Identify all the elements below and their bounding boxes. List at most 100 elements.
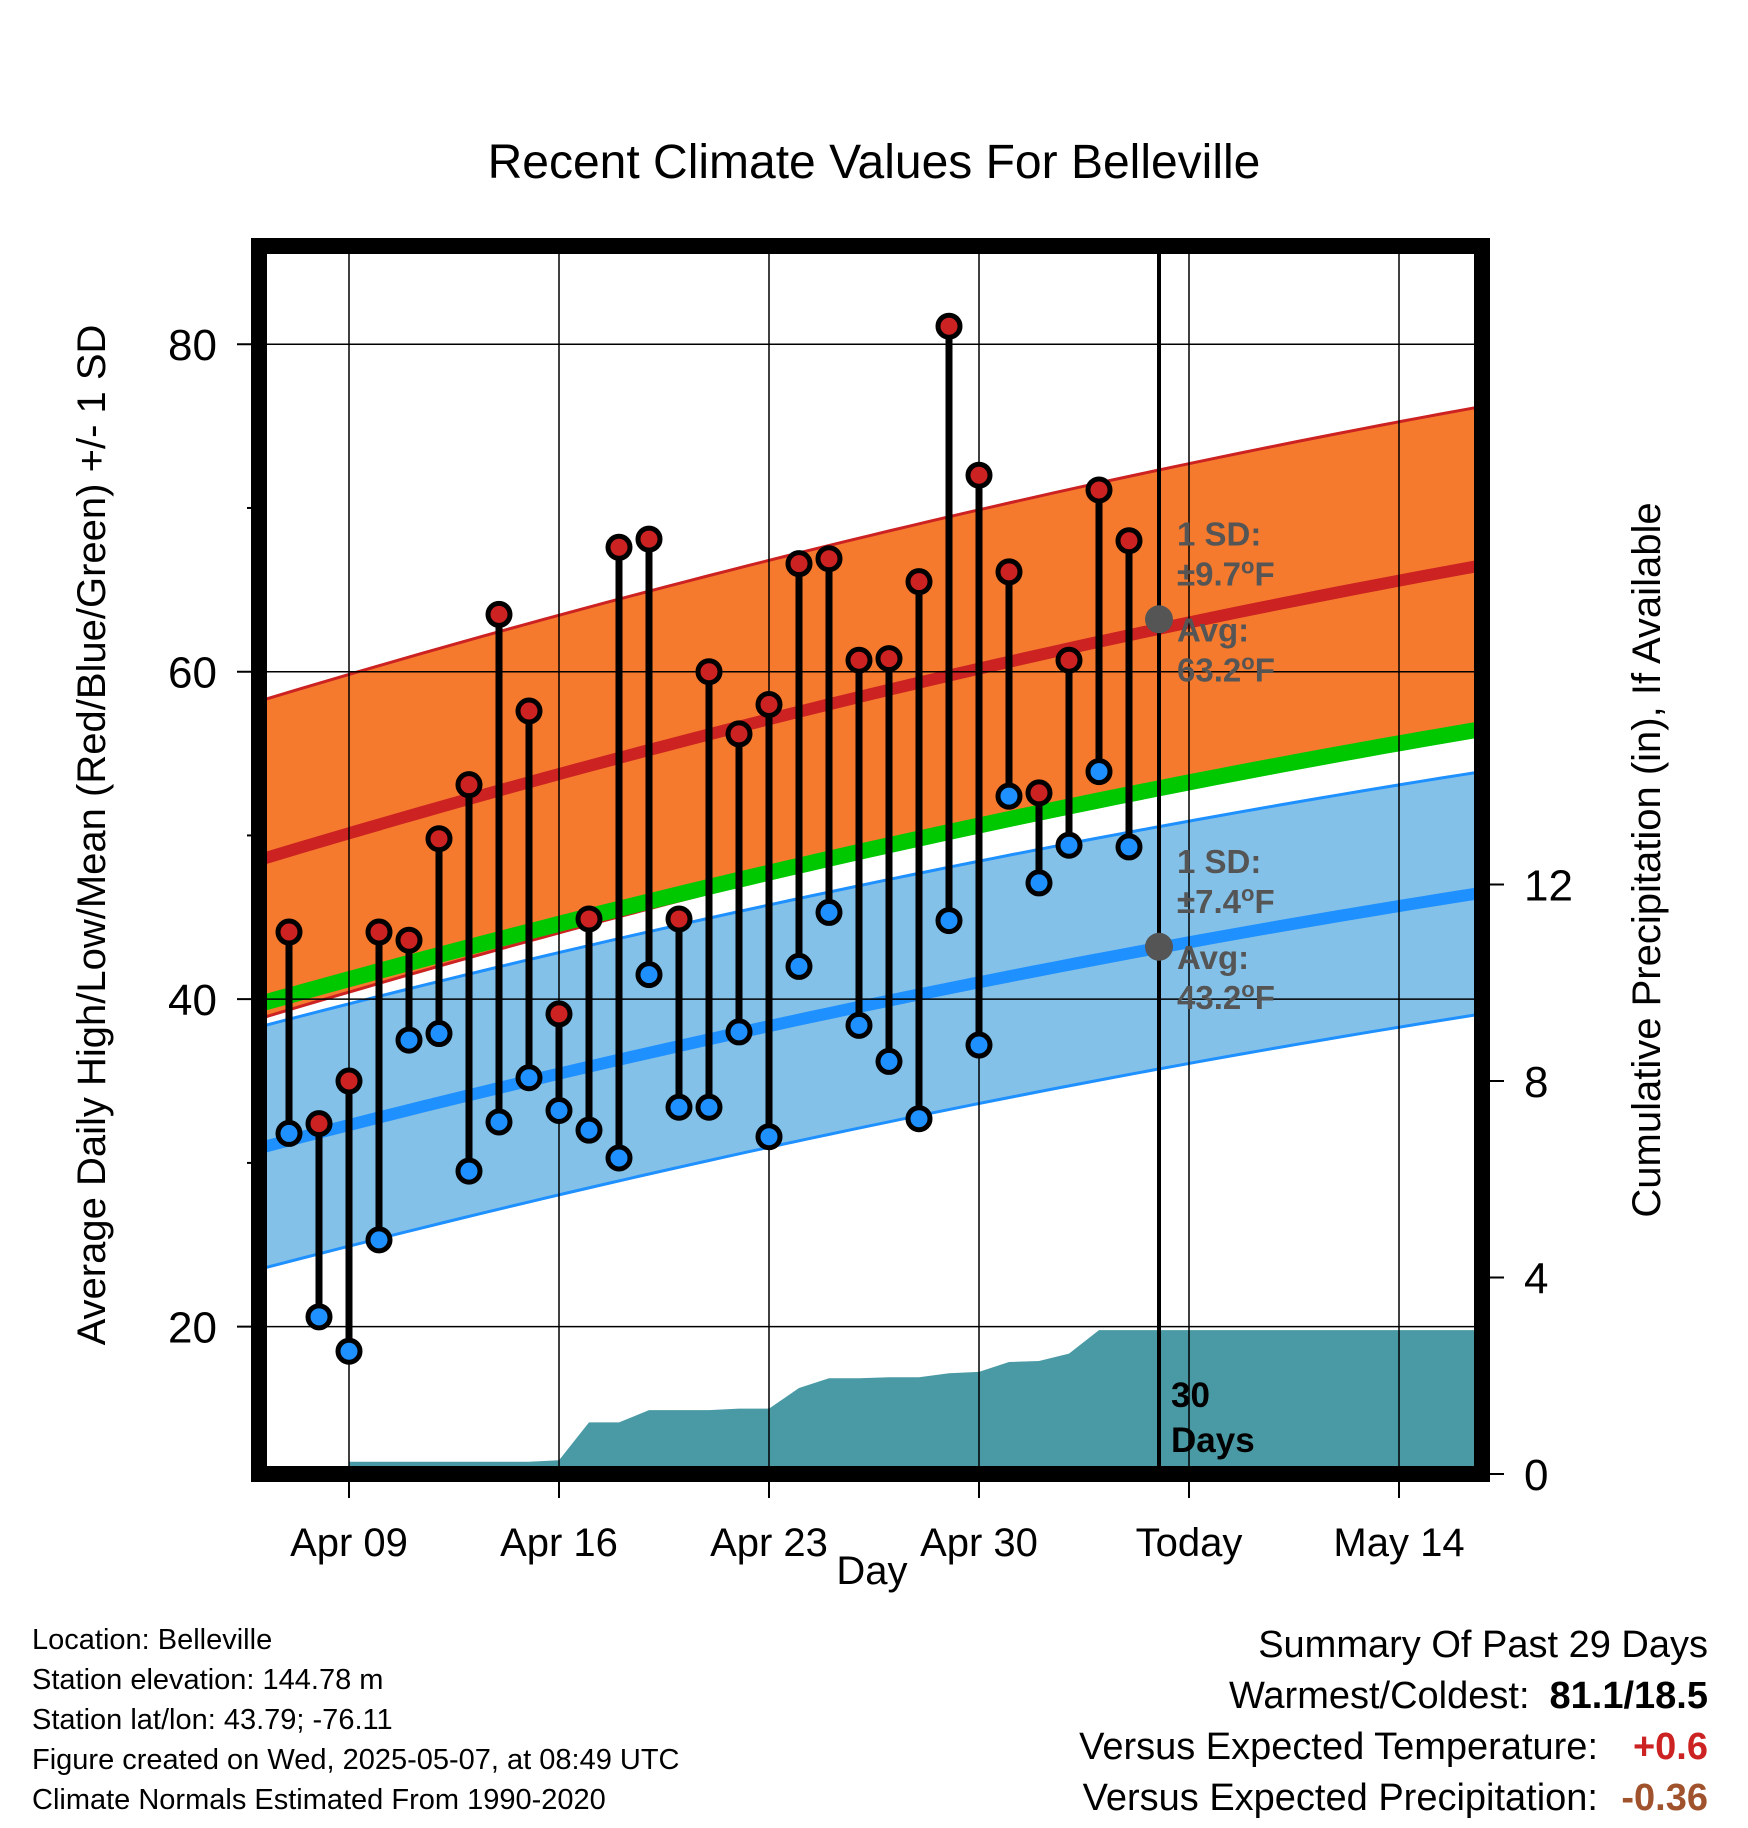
y-right-axis-label: Cumulative Precipitation (in), If Availa… [1625, 502, 1669, 1217]
y-tick-label: 80 [168, 321, 217, 370]
daily-low-point [995, 782, 1023, 810]
daily-high-point [935, 312, 963, 340]
daily-high-point [1025, 779, 1053, 807]
x-tick-label: May 14 [1333, 1521, 1464, 1565]
warmest-coldest-value: 81.1/18.5 [1549, 1675, 1708, 1717]
daily-high-point [845, 646, 873, 674]
daily-low-point [455, 1157, 483, 1185]
daily-low-point [965, 1031, 993, 1059]
daily-low-point [635, 961, 663, 989]
x-axis-label: Day [836, 1549, 907, 1593]
precip-anomaly-value: -0.36 [1621, 1777, 1708, 1819]
latlon-text: Station lat/lon: 43.79; -76.11 [32, 1704, 393, 1736]
daily-high-point [815, 545, 843, 573]
location-text: Location: Belleville [32, 1624, 273, 1656]
summary-title: Summary Of Past 29 Days [1258, 1624, 1708, 1666]
x-tick-label: Apr 23 [710, 1521, 828, 1565]
y-right-tick-label: 4 [1524, 1255, 1548, 1304]
station-metadata: Location: Belleville Station elevation: … [32, 1620, 680, 1820]
daily-high-point [395, 926, 423, 954]
daily-high-point [1085, 476, 1113, 504]
daily-high-point [515, 697, 543, 725]
y-right-tick-label: 8 [1524, 1058, 1548, 1107]
x-tick-label: Apr 16 [500, 1521, 618, 1565]
warmest-coldest-row: Warmest/Coldest: 81.1/18.5 [1079, 1671, 1708, 1722]
daily-low-point [1055, 831, 1083, 859]
daily-high-point [905, 568, 933, 596]
climate-chart: Recent Climate Values For Belleville 1 S… [70, 136, 1669, 1593]
daily-high-point [545, 1000, 573, 1028]
daily-high-point [335, 1067, 363, 1095]
low-avg-label: Avg: [1177, 939, 1249, 976]
temp-anomaly-row: Versus Expected Temperature: +0.6 [1079, 1722, 1708, 1773]
daily-low-point [605, 1144, 633, 1172]
high-sd-band [259, 406, 1482, 1019]
daily-high-point [755, 690, 783, 718]
y-tick-label: 20 [168, 1304, 217, 1353]
daily-high-point [455, 771, 483, 799]
y-tick-label: 40 [168, 976, 217, 1025]
daily-low-point [815, 898, 843, 926]
daily-low-point [575, 1116, 603, 1144]
low-avg-value: 43.2oF [1177, 977, 1275, 1016]
daily-high-point [485, 600, 513, 628]
temp-anomaly-label: Versus Expected Temperature: [1079, 1726, 1598, 1768]
daily-low-point [665, 1093, 693, 1121]
x-tick-label: Today [1136, 1521, 1243, 1565]
normals-text: Climate Normals Estimated From 1990-2020 [32, 1784, 606, 1816]
warmest-coldest-label: Warmest/Coldest: [1228, 1675, 1530, 1717]
daily-high-point [365, 918, 393, 946]
y-tick-label: 60 [168, 649, 217, 698]
plot-layer [259, 246, 1482, 1474]
high-upper-sd-line [259, 404, 1482, 703]
daily-low-point [425, 1020, 453, 1048]
daily-low-point [695, 1093, 723, 1121]
daily-high-point [1055, 646, 1083, 674]
daily-low-point [1085, 758, 1113, 786]
daily-low-point [935, 907, 963, 935]
daily-low-point [305, 1303, 333, 1331]
daily-high-point [275, 918, 303, 946]
precip-anomaly-label: Versus Expected Precipitation: [1082, 1777, 1598, 1819]
chart-title: Recent Climate Values For Belleville [488, 136, 1261, 189]
daily-high-point [695, 658, 723, 686]
daily-high-point [635, 525, 663, 553]
daily-low-point [515, 1064, 543, 1092]
today-low-normal-marker [1145, 932, 1173, 961]
daily-high-point [425, 825, 453, 853]
daily-low-point [485, 1108, 513, 1136]
daily-low-point [1025, 869, 1053, 897]
high-avg-value: 63.2oF [1177, 649, 1275, 688]
daily-high-point [605, 533, 633, 561]
plot-frame [251, 238, 1490, 1482]
daily-high-point [725, 720, 753, 748]
low-sd-label: 1 SD: [1177, 843, 1261, 880]
low-sd-value: ±7.4oF [1177, 881, 1275, 920]
y-right-tick-label: 0 [1524, 1451, 1548, 1500]
daily-low-point [875, 1047, 903, 1075]
daily-low-point [545, 1097, 573, 1125]
x-tick-label: Apr 30 [920, 1521, 1038, 1565]
precip-area [349, 1330, 1482, 1474]
daily-high-point [995, 558, 1023, 586]
daily-high-point [665, 905, 693, 933]
daily-low-point [1115, 833, 1143, 861]
low-lower-sd-line [259, 1012, 1482, 1271]
daily-high-point [305, 1110, 333, 1138]
daily-low-point [845, 1011, 873, 1039]
daily-low-point [905, 1105, 933, 1133]
daily-low-point [275, 1119, 303, 1147]
created-text: Figure created on Wed, 2025-05-07, at 08… [32, 1744, 680, 1776]
y-axis-label: Average Daily High/Low/Mean (Red/Blue/Gr… [70, 325, 114, 1346]
elevation-text: Station elevation: 144.78 m [32, 1664, 384, 1696]
low-upper-sd-line [259, 770, 1482, 1029]
x-tick-label: Apr 09 [290, 1521, 408, 1565]
window-days-label: Days [1171, 1421, 1255, 1460]
daily-high-point [785, 550, 813, 578]
high-sd-label: 1 SD: [1177, 515, 1261, 552]
precip-anomaly-row: Versus Expected Precipitation: -0.36 [1079, 1773, 1708, 1824]
daily-high-point [575, 905, 603, 933]
daily-high-point [1115, 527, 1143, 555]
daily-low-point [755, 1123, 783, 1151]
